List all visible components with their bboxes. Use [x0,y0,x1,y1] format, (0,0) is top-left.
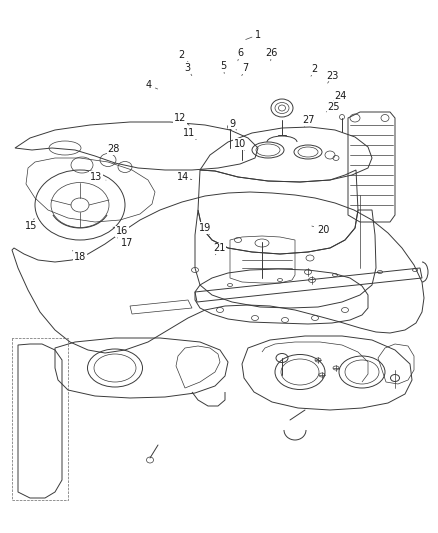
Text: 14: 14 [177,172,192,182]
Text: 12: 12 [174,114,189,125]
Text: 18: 18 [72,251,86,262]
Text: 11: 11 [183,128,196,140]
Text: 10: 10 [234,139,246,150]
Text: 2: 2 [179,50,188,62]
Text: 9: 9 [229,119,237,130]
Text: 20: 20 [312,225,329,235]
Text: 28: 28 [108,144,120,154]
Text: 26: 26 [265,49,278,61]
Text: 21: 21 [213,244,225,255]
Text: 4: 4 [146,80,158,90]
Text: 19: 19 [199,223,211,235]
Text: 6: 6 [237,49,243,61]
Text: 17: 17 [117,238,133,247]
Text: 2: 2 [311,64,318,76]
Text: 24: 24 [332,91,347,102]
Text: 27: 27 [303,115,315,126]
Text: 1: 1 [246,30,261,39]
Text: 5: 5 [220,61,226,74]
Text: 25: 25 [326,102,340,112]
Text: 7: 7 [242,63,248,76]
Text: 23: 23 [327,71,339,83]
Text: 13: 13 [90,172,106,182]
Text: 3: 3 [184,63,192,76]
Text: 15: 15 [25,219,38,231]
Text: 16: 16 [113,227,128,236]
